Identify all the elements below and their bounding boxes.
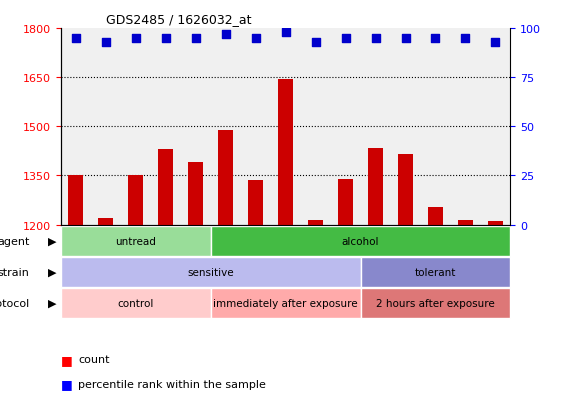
- Point: [461, 36, 470, 42]
- Text: protocol: protocol: [0, 298, 30, 308]
- Text: strain: strain: [0, 267, 30, 277]
- Bar: [338, 179, 353, 225]
- Bar: [458, 220, 473, 225]
- Point: [131, 36, 140, 42]
- Point: [71, 36, 81, 42]
- Text: tolerant: tolerant: [415, 267, 456, 277]
- Text: control: control: [118, 298, 154, 308]
- Bar: [68, 176, 84, 225]
- Point: [281, 29, 290, 36]
- Bar: [278, 80, 293, 225]
- Text: sensitive: sensitive: [187, 267, 234, 277]
- Text: ▶: ▶: [48, 298, 56, 308]
- Text: count: count: [78, 354, 110, 364]
- Bar: [188, 163, 203, 225]
- Bar: [211, 288, 361, 318]
- Point: [101, 39, 110, 46]
- Text: ■: ■: [61, 353, 72, 366]
- Bar: [211, 226, 510, 256]
- Point: [221, 31, 230, 38]
- Bar: [158, 150, 173, 225]
- Point: [311, 39, 320, 46]
- Bar: [361, 257, 510, 287]
- Bar: [428, 207, 443, 225]
- Bar: [398, 155, 413, 225]
- Point: [491, 39, 500, 46]
- Text: ▶: ▶: [48, 236, 56, 246]
- Text: agent: agent: [0, 236, 30, 246]
- Point: [371, 36, 380, 42]
- Point: [191, 36, 201, 42]
- Bar: [218, 130, 233, 225]
- Text: percentile rank within the sample: percentile rank within the sample: [78, 379, 266, 389]
- Text: GDS2485 / 1626032_at: GDS2485 / 1626032_at: [106, 13, 251, 26]
- Bar: [61, 226, 211, 256]
- Text: untread: untread: [115, 236, 156, 246]
- Point: [401, 36, 410, 42]
- Point: [161, 36, 171, 42]
- Text: ▶: ▶: [48, 267, 56, 277]
- Text: alcohol: alcohol: [342, 236, 379, 246]
- Point: [251, 36, 260, 42]
- Text: ■: ■: [61, 377, 72, 391]
- Bar: [361, 288, 510, 318]
- Text: immediately after exposure: immediately after exposure: [213, 298, 358, 308]
- Point: [341, 36, 350, 42]
- Bar: [368, 148, 383, 225]
- Bar: [128, 176, 143, 225]
- Bar: [488, 222, 503, 225]
- Bar: [61, 257, 361, 287]
- Bar: [99, 218, 113, 225]
- Bar: [248, 181, 263, 225]
- Text: 2 hours after exposure: 2 hours after exposure: [376, 298, 495, 308]
- Bar: [308, 220, 323, 225]
- Point: [431, 36, 440, 42]
- Bar: [61, 288, 211, 318]
